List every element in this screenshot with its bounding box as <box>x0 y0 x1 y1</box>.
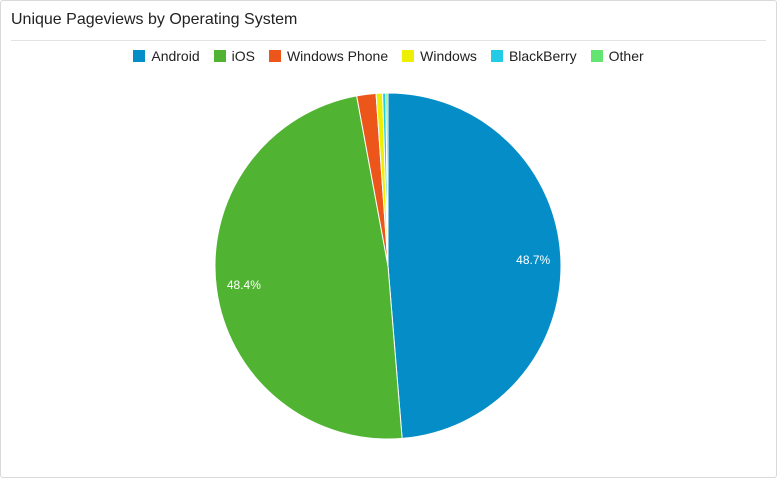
title-divider <box>11 40 766 41</box>
legend-swatch-windows-phone <box>268 50 281 62</box>
legend-swatch-android <box>133 50 146 62</box>
legend-swatch-windows <box>402 50 415 62</box>
legend-swatch-ios <box>213 50 226 62</box>
legend-item-android[interactable]: Android <box>133 48 200 64</box>
legend-item-windows-phone[interactable]: Windows Phone <box>268 48 389 64</box>
data-label-ios: 48.4% <box>227 278 261 292</box>
legend-label-other: Other <box>608 48 644 64</box>
pie-slices <box>214 92 562 440</box>
legend-swatch-other <box>590 50 603 62</box>
legend-label-windows-phone: Windows Phone <box>286 48 389 64</box>
legend-item-other[interactable]: Other <box>590 48 644 64</box>
pie-slice-android[interactable] <box>387 92 562 439</box>
legend-label-ios: iOS <box>231 48 255 64</box>
legend-item-blackberry[interactable]: BlackBerry <box>490 48 577 64</box>
data-label-android: 48.7% <box>516 253 550 267</box>
pie-slice-other[interactable] <box>385 92 389 267</box>
legend: Android iOS Windows Phone Windows BlackB… <box>1 48 776 64</box>
legend-label-windows: Windows <box>420 48 477 64</box>
legend-label-blackberry: BlackBerry <box>508 48 577 64</box>
legend-label-android: Android <box>151 48 200 64</box>
pie-data-labels: 48.7% 48.4% <box>227 253 551 292</box>
legend-item-windows[interactable]: Windows <box>402 48 477 64</box>
chart-title: Unique Pageviews by Operating System <box>11 11 298 28</box>
pie-slice-ios[interactable] <box>214 95 403 440</box>
legend-swatch-blackberry <box>490 50 503 62</box>
legend-item-ios[interactable]: iOS <box>213 48 255 64</box>
